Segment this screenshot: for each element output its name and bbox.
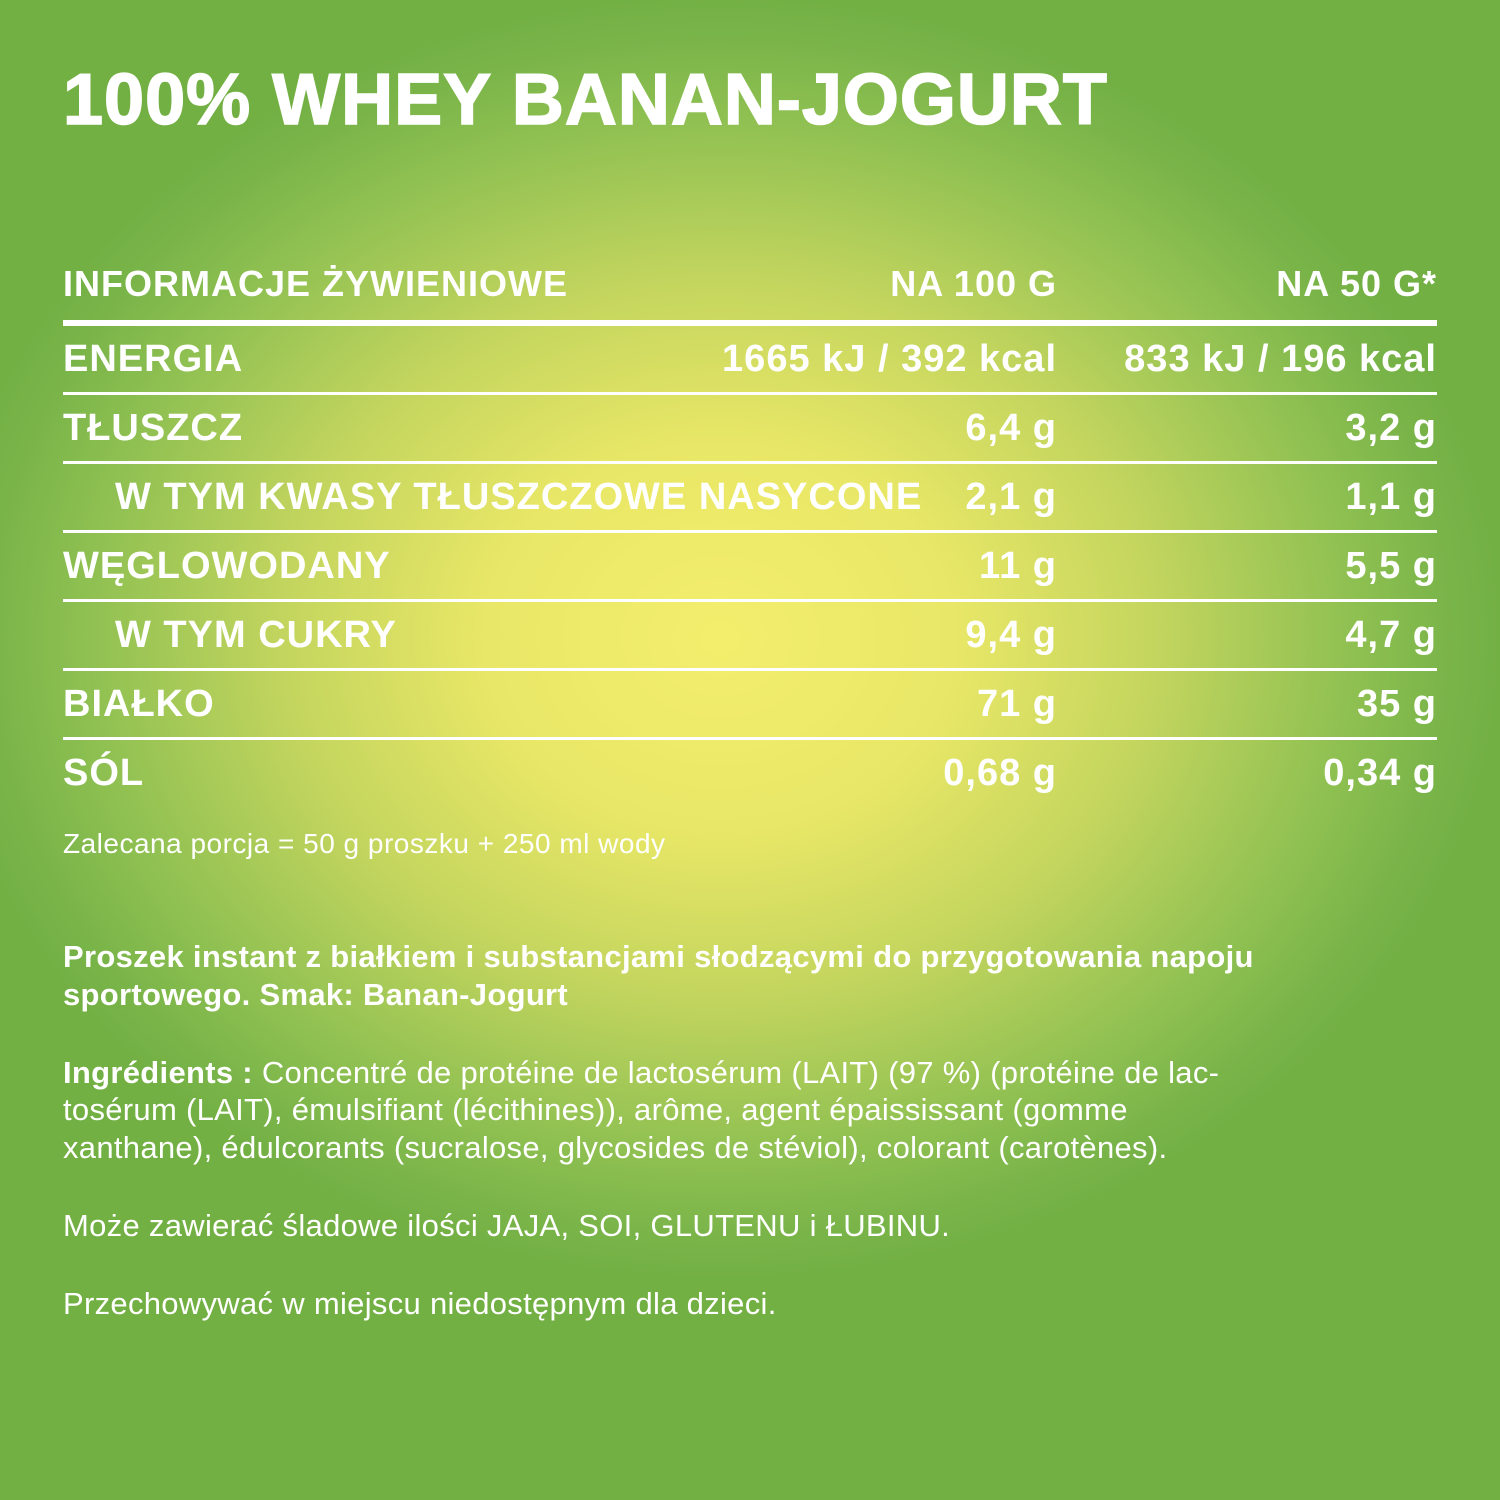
info-paragraphs: Proszek instant z białkiem i substancjam…	[63, 938, 1437, 1323]
row-label: WĘGLOWODANY	[63, 544, 391, 587]
product-description: Proszek instant z białkiem i substancjam…	[63, 939, 1254, 1012]
table-row: BIAŁKO 71 g 35 g	[63, 671, 1437, 740]
row-value-per-100g: 9,4 g	[965, 613, 1057, 656]
serving-footnote: Zalecana porcja = 50 g proszku + 250 ml …	[63, 828, 666, 859]
table-header-per-100g: NA 100 G	[890, 263, 1057, 304]
row-label: ENERGIA	[63, 337, 244, 380]
table-body: ENERGIA 1665 kJ / 392 kcal 833 kJ / 196 …	[63, 326, 1437, 806]
ingredients-paragraph: Ingrédients : Concentré de protéine de l…	[63, 1054, 1437, 1167]
row-value-per-50g: 0,34 g	[1323, 751, 1437, 794]
table-row: WĘGLOWODANY 11 g 5,5 g	[63, 533, 1437, 602]
allergen-notice: Może zawierać śladowe ilości JAJA, SOI, …	[63, 1208, 951, 1244]
ingredients-text: Concentré de protéine de lactosérum (LAI…	[63, 1054, 1220, 1166]
row-value-per-100g: 2,1 g	[965, 475, 1057, 518]
nutrition-table: INFORMACJE ŻYWIENIOWE NA 100 G NA 50 G* …	[63, 248, 1437, 860]
row-value-per-50g: 5,5 g	[1345, 544, 1437, 587]
table-header-row: INFORMACJE ŻYWIENIOWE NA 100 G NA 50 G*	[63, 248, 1437, 326]
row-value-per-100g: 11 g	[979, 544, 1057, 587]
row-value-per-50g: 4,7 g	[1345, 613, 1437, 656]
row-label: TŁUSZCZ	[63, 406, 244, 449]
table-header-per-50g: NA 50 G*	[1276, 263, 1437, 304]
table-row: TŁUSZCZ 6,4 g 3,2 g	[63, 395, 1437, 464]
row-value-per-50g: 3,2 g	[1345, 406, 1437, 449]
row-value-per-100g: 1665 kJ / 392 kcal	[722, 337, 1057, 380]
ingredients-label: Ingrédients :	[63, 1054, 262, 1090]
table-row: ENERGIA 1665 kJ / 392 kcal 833 kJ / 196 …	[63, 326, 1437, 395]
table-row: W TYM KWASY TŁUSZCZOWE NASYCONE 2,1 g 1,…	[63, 464, 1437, 533]
row-value-per-50g: 1,1 g	[1345, 475, 1437, 518]
product-title: 100% WHEY BANAN-JOGURT	[62, 60, 1108, 140]
row-label: BIAŁKO	[63, 682, 215, 725]
row-value-per-100g: 6,4 g	[965, 406, 1057, 449]
row-value-per-50g: 35 g	[1356, 682, 1437, 725]
row-value-per-100g: 0,68 g	[943, 751, 1057, 794]
row-label: SÓL	[63, 751, 145, 794]
row-value-per-100g: 71 g	[976, 682, 1057, 725]
table-header-nutrition-info: INFORMACJE ŻYWIENIOWE	[63, 263, 568, 304]
row-label: W TYM KWASY TŁUSZCZOWE NASYCONE	[115, 475, 923, 518]
storage-notice: Przechowywać w miejscu niedostępnym dla …	[63, 1285, 777, 1321]
row-value-per-50g: 833 kJ / 196 kcal	[1124, 337, 1437, 380]
row-label: W TYM CUKRY	[115, 613, 397, 656]
table-row: W TYM CUKRY 9,4 g 4,7 g	[63, 602, 1437, 671]
table-row: SÓL 0,68 g 0,34 g	[63, 740, 1437, 806]
